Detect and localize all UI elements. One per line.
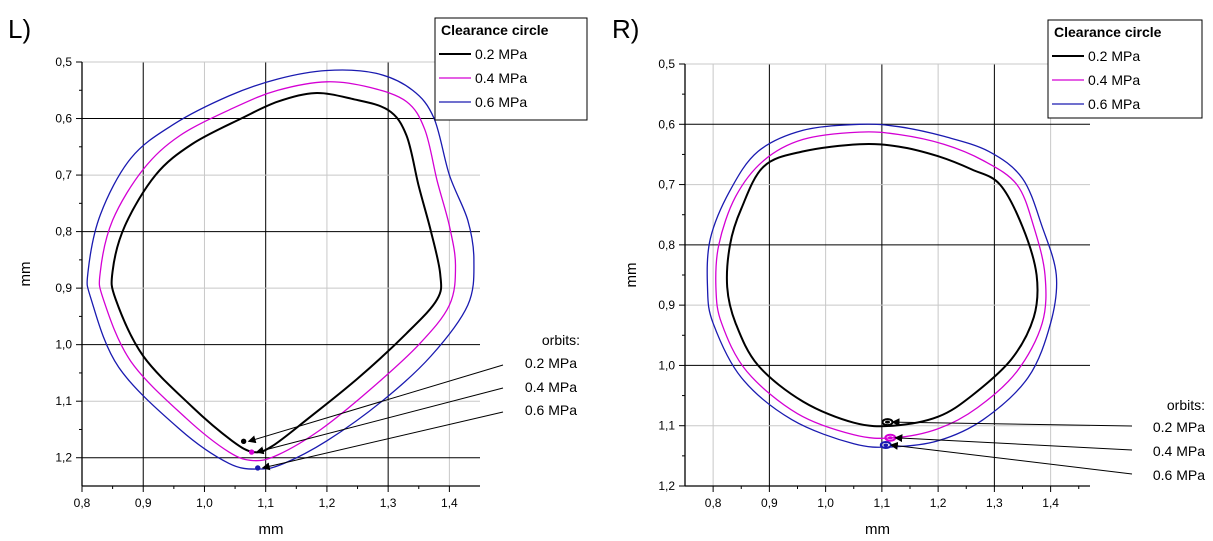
orbit-marker-core bbox=[885, 420, 890, 424]
clearance-curve-06 bbox=[86, 69, 475, 470]
legend-entry: 0.6 MPa bbox=[1088, 96, 1140, 112]
orbit-label: 0.2 MPa bbox=[1153, 419, 1205, 435]
x-tick-label: 1,0 bbox=[817, 496, 834, 510]
orbits-title: orbits: bbox=[1167, 397, 1205, 413]
y-axis-label: mm bbox=[17, 262, 34, 287]
y-tick-label: 0,6 bbox=[658, 117, 675, 131]
y-tick-label: 0,5 bbox=[55, 55, 72, 69]
y-tick-label: 0,5 bbox=[658, 57, 675, 71]
orbit-marker bbox=[248, 449, 255, 455]
y-tick-label: 1,0 bbox=[55, 338, 72, 352]
orbit-label: 0.2 MPa bbox=[525, 355, 577, 371]
chart-panel-right: 0,8 0,9 1,0 1,1 1,2 1,3 1,4 0,5 0,6 0,7 0,8 0,9 1,0 1… bbox=[612, 14, 1205, 538]
chart-panel-left: 0,8 0,9 1,0 1,1 1,2 1,3 1,4 0,5 0,6 0,7 0,8 0,9 1,0 1… bbox=[8, 14, 588, 538]
x-tick-label: 1,0 bbox=[196, 496, 213, 510]
y-tick-label: 0,9 bbox=[55, 281, 72, 295]
orbit-arrow bbox=[889, 441, 1133, 475]
orbit-marker-core bbox=[883, 443, 889, 447]
y-axis-label: mm bbox=[623, 263, 640, 288]
orbit-arrow bbox=[247, 364, 504, 444]
x-axis-label: mm bbox=[865, 521, 890, 538]
legend-title: Clearance circle bbox=[441, 22, 549, 38]
y-tick-label: 1,2 bbox=[658, 479, 675, 493]
legend-entry: 0.4 MPa bbox=[475, 70, 527, 86]
x-tick-label: 0,9 bbox=[761, 496, 778, 510]
y-tick-label: 0,9 bbox=[658, 298, 675, 312]
y-tick-label: 0,8 bbox=[55, 225, 72, 239]
x-tick-label: 1,1 bbox=[874, 496, 891, 510]
legend-entry: 0.4 MPa bbox=[1088, 72, 1140, 88]
clearance-curve-04 bbox=[98, 81, 457, 462]
x-tick-label: 1,1 bbox=[257, 496, 274, 510]
x-axis-label: mm bbox=[259, 521, 284, 538]
x-tick-label: 1,2 bbox=[930, 496, 947, 510]
x-tick-label: 0,8 bbox=[705, 496, 722, 510]
x-tick-label: 1,3 bbox=[986, 496, 1003, 510]
y-tick-label: 0,6 bbox=[55, 112, 72, 126]
orbit-arrow bbox=[894, 434, 1133, 451]
legend-entry: 0.6 MPa bbox=[475, 94, 527, 110]
y-tick-label: 1,1 bbox=[55, 394, 72, 408]
x-tick-label: 1,4 bbox=[1042, 496, 1059, 510]
x-tick-label: 1,3 bbox=[380, 496, 397, 510]
y-tick-label: 0,8 bbox=[658, 238, 675, 252]
orbits-title: orbits: bbox=[542, 332, 580, 348]
y-tick-label: 1,1 bbox=[658, 419, 675, 433]
orbit-label: 0.4 MPa bbox=[525, 379, 577, 395]
legend-box bbox=[1047, 19, 1203, 119]
y-tick-label: 1,2 bbox=[55, 451, 72, 465]
legend-title: Clearance circle bbox=[1054, 24, 1162, 40]
orbit-arrow bbox=[255, 387, 504, 455]
orbit-label: 0.6 MPa bbox=[1153, 467, 1205, 483]
legend-box bbox=[434, 17, 588, 121]
orbit-marker bbox=[240, 438, 247, 445]
panel-label: L) bbox=[8, 14, 31, 44]
orbit-arrow bbox=[261, 411, 504, 471]
panel-label: R) bbox=[612, 14, 639, 44]
y-tick-label: 0,7 bbox=[55, 168, 72, 182]
legend-entry: 0.2 MPa bbox=[475, 46, 527, 62]
orbit-marker bbox=[255, 465, 261, 471]
legend-entry: 0.2 MPa bbox=[1088, 48, 1140, 64]
orbit-arrow bbox=[891, 418, 1133, 427]
x-tick-label: 1,2 bbox=[319, 496, 336, 510]
y-tick-label: 1,0 bbox=[658, 358, 675, 372]
x-tick-label: 0,8 bbox=[74, 496, 91, 510]
orbit-label: 0.6 MPa bbox=[525, 402, 577, 418]
orbit-marker-core bbox=[887, 436, 893, 440]
x-tick-label: 0,9 bbox=[135, 496, 152, 510]
y-tick-label: 0,7 bbox=[658, 178, 675, 192]
x-tick-label: 1,4 bbox=[441, 496, 458, 510]
clearance-curve-04 bbox=[715, 131, 1047, 439]
orbit-label: 0.4 MPa bbox=[1153, 443, 1205, 459]
clearance-curve-06 bbox=[706, 123, 1058, 448]
